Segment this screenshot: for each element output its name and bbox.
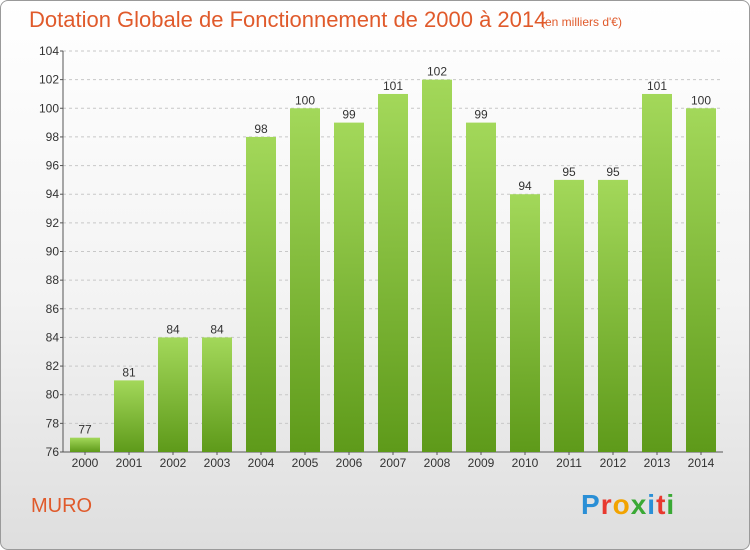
y-tick-label: 86	[46, 302, 60, 316]
value-label: 101	[647, 79, 667, 93]
x-tick-label: 2014	[688, 456, 715, 470]
y-tick-label: 104	[39, 44, 59, 58]
y-tick-label: 98	[46, 130, 60, 144]
value-label: 100	[295, 93, 315, 107]
y-tick-label: 82	[46, 359, 60, 373]
bar-2000	[70, 438, 100, 452]
x-tick-label: 2002	[160, 456, 187, 470]
y-tick-label: 78	[46, 416, 60, 430]
x-tick-label: 2008	[424, 456, 451, 470]
bar-2002	[158, 337, 188, 452]
value-label: 100	[691, 93, 711, 107]
y-tick-label: 102	[39, 73, 59, 87]
bar-2008	[422, 80, 452, 452]
y-tick-label: 94	[46, 187, 60, 201]
y-tick-label: 96	[46, 159, 60, 173]
x-tick-label: 2004	[248, 456, 275, 470]
commune-name: MURO	[31, 495, 92, 518]
bar-2009	[466, 123, 496, 452]
bar-2003	[202, 337, 232, 452]
bar-2011	[554, 180, 584, 452]
bar-2012	[598, 180, 628, 452]
y-tick-label: 92	[46, 216, 60, 230]
y-tick-label: 84	[46, 330, 60, 344]
y-tick-label: 90	[46, 245, 60, 259]
x-tick-label: 2009	[468, 456, 495, 470]
y-tick-label: 80	[46, 388, 60, 402]
chart-frame: Dotation Globale de Fonctionnement de 20…	[0, 0, 750, 550]
bar-2006	[334, 123, 364, 452]
logo-letter: i	[666, 489, 675, 521]
x-tick-label: 2001	[116, 456, 143, 470]
logo-letter: P	[581, 489, 601, 521]
x-tick-label: 2013	[644, 456, 671, 470]
value-label: 101	[383, 79, 403, 93]
y-tick-label: 88	[46, 273, 60, 287]
x-tick-label: 2000	[72, 456, 99, 470]
bars	[70, 80, 716, 452]
value-label: 98	[254, 122, 268, 136]
logo-letter: t	[656, 489, 666, 521]
bar-2013	[642, 94, 672, 452]
logo-letter: o	[613, 489, 631, 521]
value-label: 99	[474, 108, 488, 122]
x-tick-label: 2012	[600, 456, 627, 470]
x-tick-label: 2005	[292, 456, 319, 470]
bar-2007	[378, 94, 408, 452]
proxiti-logo: Proxiti	[581, 489, 675, 521]
x-tick-label: 2003	[204, 456, 231, 470]
value-label: 84	[166, 322, 180, 336]
value-label: 102	[427, 65, 447, 79]
bar-chart: 77 81 84 84 98 100 99 101 102 99 94 95 95 101 100 76 78…	[1, 1, 750, 550]
value-label: 81	[122, 365, 136, 379]
value-label: 95	[562, 165, 576, 179]
logo-letter: x	[631, 489, 648, 521]
x-tick-label: 2006	[336, 456, 363, 470]
value-label: 94	[518, 179, 532, 193]
value-label: 77	[78, 423, 92, 437]
bar-2005	[290, 108, 320, 452]
x-tick-label: 2007	[380, 456, 407, 470]
value-label: 99	[342, 108, 356, 122]
bar-2014	[686, 108, 716, 452]
value-label: 95	[606, 165, 620, 179]
y-tick-label: 76	[46, 445, 60, 459]
bar-2001	[114, 380, 144, 452]
bar-2004	[246, 137, 276, 452]
logo-letter: r	[601, 489, 613, 521]
y-tick-label: 100	[39, 101, 59, 115]
x-tick-label: 2010	[512, 456, 539, 470]
logo-letter: i	[647, 489, 656, 521]
bar-2010	[510, 194, 540, 452]
x-tick-label: 2011	[556, 456, 582, 470]
value-label: 84	[210, 322, 224, 336]
